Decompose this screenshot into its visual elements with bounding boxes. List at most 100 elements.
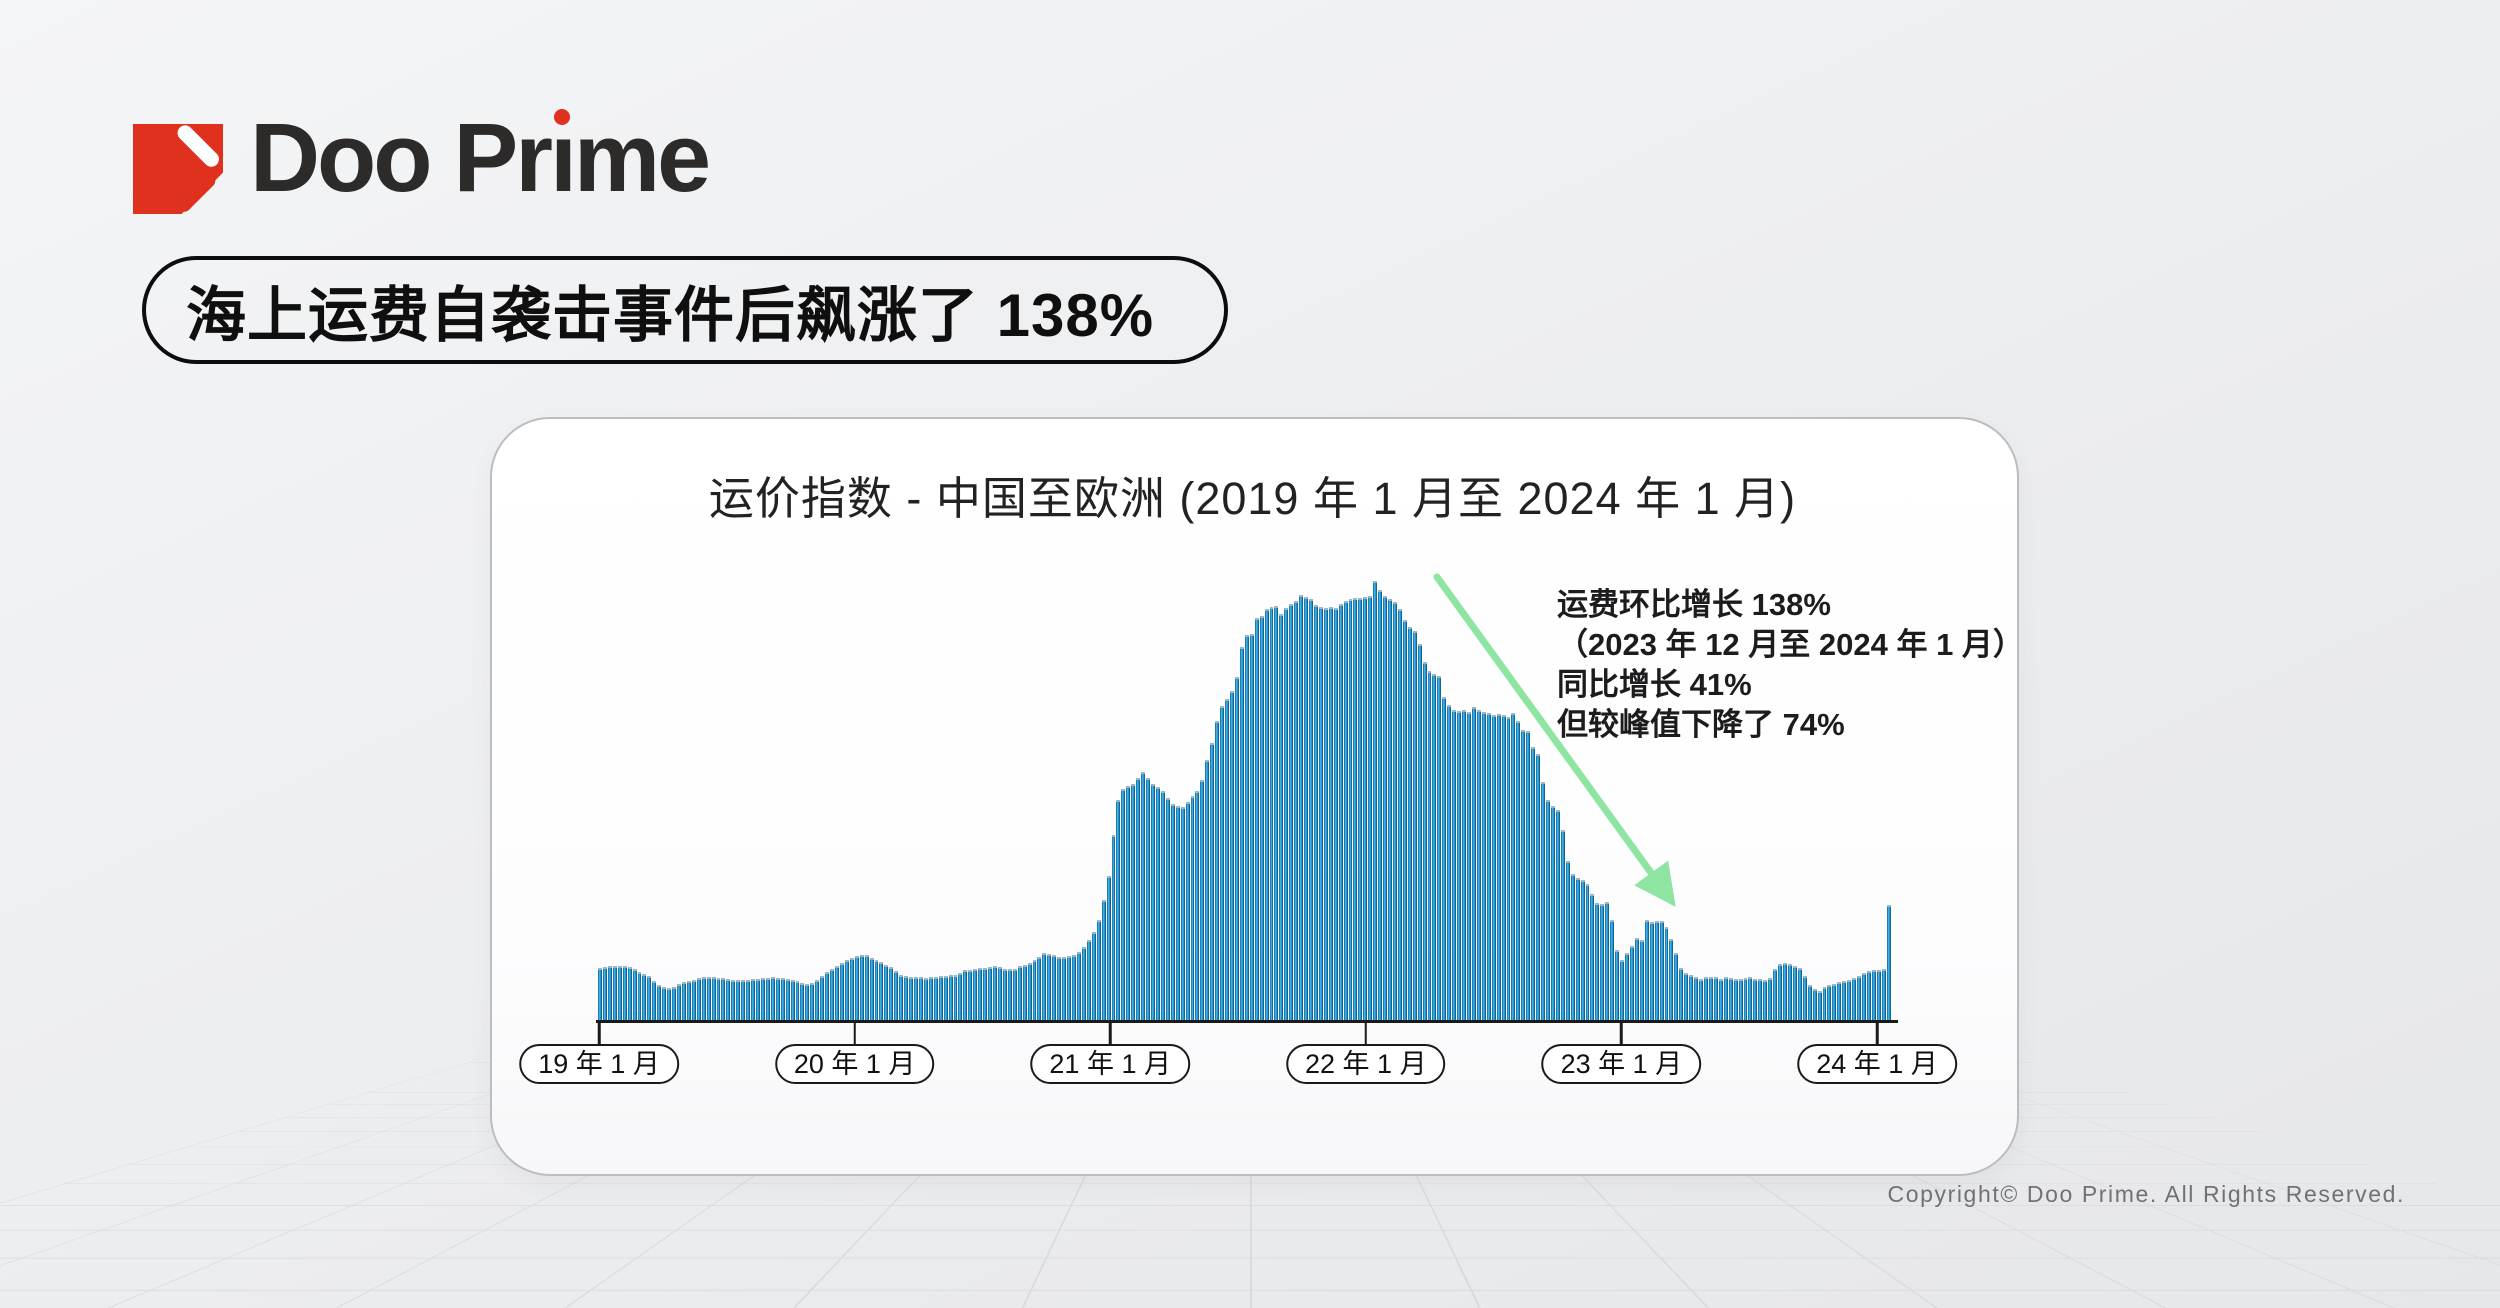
bar: [613, 966, 617, 1020]
bar: [707, 977, 711, 1020]
bar: [1669, 939, 1673, 1021]
bar: [1768, 978, 1772, 1020]
bar: [1270, 607, 1274, 1020]
bar: [1388, 599, 1392, 1020]
annotation-line-2: （2023 年 12 月至 2024 年 1 月）: [1557, 625, 2057, 665]
x-axis-tick: [853, 1021, 856, 1045]
bar: [1398, 609, 1402, 1020]
copyright-text: Copyright© Doo Prime. All Rights Reserve…: [1888, 1181, 2406, 1208]
bar: [894, 971, 898, 1020]
bar: [850, 958, 854, 1020]
bar: [697, 978, 701, 1020]
bar: [652, 981, 656, 1020]
bar: [1783, 963, 1787, 1020]
bar: [988, 967, 992, 1020]
bar: [1141, 772, 1145, 1020]
bar: [687, 981, 691, 1020]
bar: [1299, 595, 1303, 1020]
bar: [1650, 922, 1654, 1020]
bar: [1245, 635, 1249, 1020]
bar: [1413, 631, 1417, 1020]
bar: [1116, 800, 1120, 1021]
headline-text: 海上运费自袭击事件后飙涨了 138%: [186, 267, 1154, 354]
bar: [929, 977, 933, 1020]
bar: [1062, 957, 1066, 1020]
bar: [884, 965, 888, 1020]
bar: [810, 983, 814, 1020]
bar: [1635, 938, 1639, 1020]
bar: [805, 984, 809, 1021]
bar: [657, 985, 661, 1020]
bar: [1215, 721, 1219, 1020]
bar: [1734, 979, 1738, 1020]
red-i-dot-icon: [554, 109, 570, 125]
bar: [889, 967, 893, 1020]
bar: [1773, 969, 1777, 1020]
bar: [638, 972, 642, 1020]
bar: [1605, 902, 1609, 1020]
bar: [1408, 627, 1412, 1020]
bar: [623, 966, 627, 1020]
bar: [1200, 780, 1204, 1020]
bar: [840, 963, 844, 1020]
bar: [1358, 598, 1362, 1020]
bar: [1595, 903, 1599, 1020]
x-axis-label: 20 年 1 月: [775, 1044, 935, 1084]
bar: [1383, 596, 1387, 1020]
bar: [909, 977, 913, 1020]
bar: [1744, 978, 1748, 1020]
bar: [1778, 964, 1782, 1020]
bar: [855, 956, 859, 1020]
bar: [736, 980, 740, 1020]
bar: [1195, 791, 1199, 1020]
bar: [1467, 712, 1471, 1020]
bar: [1378, 590, 1382, 1020]
bar: [914, 977, 918, 1020]
bar: [608, 966, 612, 1020]
bar: [796, 981, 800, 1020]
bar: [1640, 940, 1644, 1020]
bar: [1230, 691, 1234, 1020]
bar: [1472, 707, 1476, 1020]
bar: [1255, 618, 1259, 1020]
bar: [598, 968, 602, 1020]
headline-pill: 海上运费自袭击事件后飙涨了 138%: [142, 256, 1228, 364]
bar: [1023, 965, 1027, 1020]
bar: [1131, 784, 1135, 1020]
bar: [1018, 966, 1022, 1020]
bar: [1551, 806, 1555, 1020]
bar: [1704, 977, 1708, 1020]
bar: [1003, 969, 1007, 1020]
bar: [1205, 760, 1209, 1020]
bar: [1339, 604, 1343, 1020]
bar: [1334, 608, 1338, 1020]
bar: [1842, 981, 1846, 1020]
bar: [618, 966, 622, 1020]
bar: [1561, 830, 1565, 1020]
bar: [993, 966, 997, 1020]
bar: [741, 980, 745, 1020]
bar: [830, 969, 834, 1020]
annotation-line-3: 同比增长 41%: [1557, 665, 2057, 705]
bar: [786, 979, 790, 1020]
bar: [1526, 731, 1530, 1021]
bar: [1590, 894, 1594, 1021]
annotation-line-4: 但较峰值下降了 74%: [1557, 705, 2057, 745]
bar: [904, 976, 908, 1020]
bar: [1319, 607, 1323, 1020]
bar: [776, 978, 780, 1020]
bar: [1013, 969, 1017, 1020]
bar: [1309, 599, 1313, 1020]
bar: [1827, 985, 1831, 1020]
bar: [1033, 960, 1037, 1020]
bar: [879, 962, 883, 1020]
bar: [1739, 979, 1743, 1020]
chart-title: 运价指数 - 中国至欧洲 (2019 年 1 月至 2024 年 1 月): [490, 462, 2015, 527]
bar: [1304, 597, 1308, 1020]
bar: [1808, 985, 1812, 1020]
x-axis-label: 24 年 1 月: [1797, 1044, 1957, 1084]
bar: [1872, 970, 1876, 1020]
bar: [1758, 979, 1762, 1020]
bar: [825, 972, 829, 1020]
bar: [1531, 747, 1535, 1020]
